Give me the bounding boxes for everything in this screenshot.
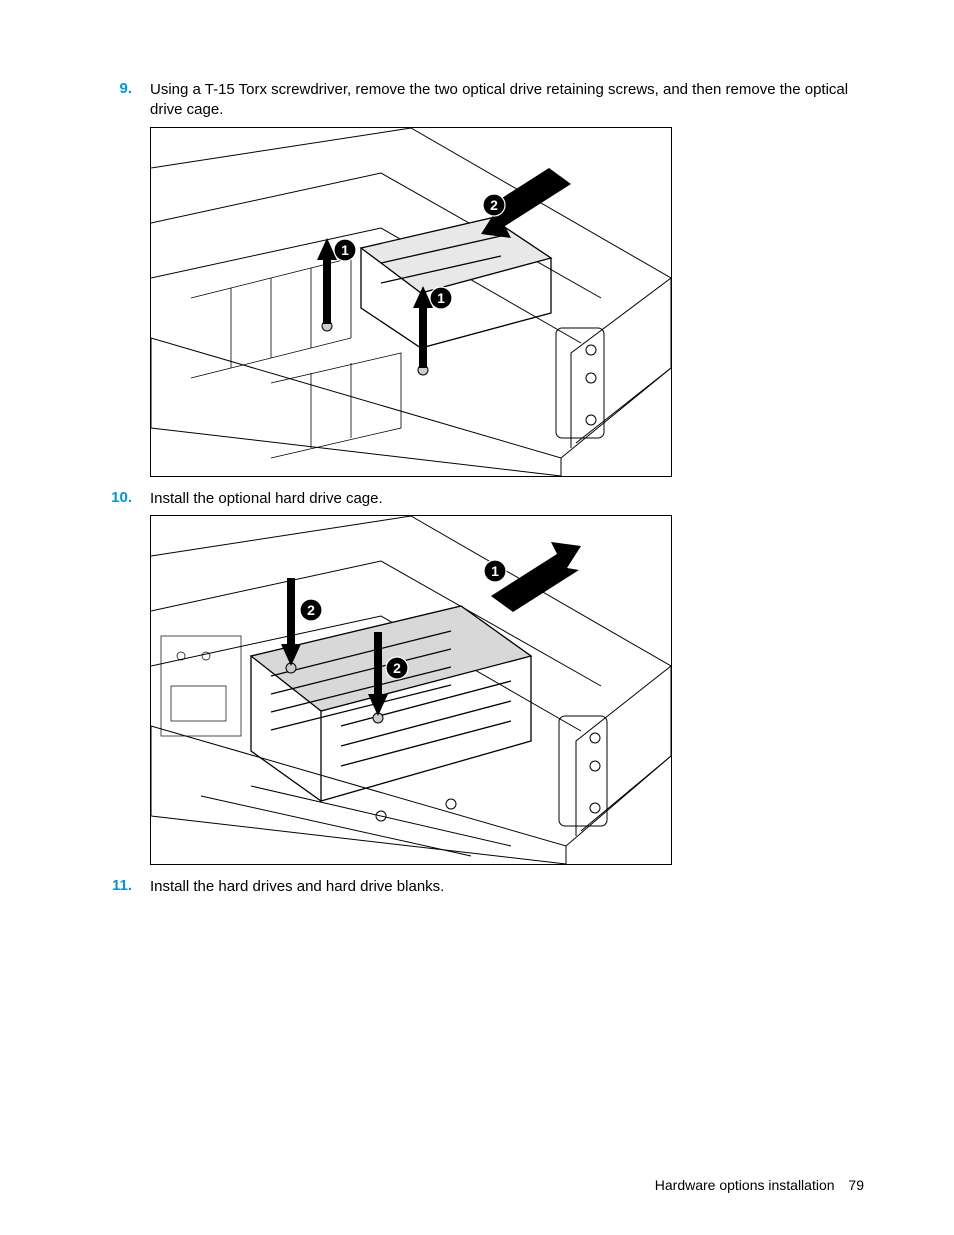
callout-1a: 1 [341, 242, 349, 258]
footer-page-number: 79 [848, 1177, 864, 1193]
callout-1: 1 [491, 563, 499, 579]
step-text: Install the optional hard drive cage. [150, 489, 864, 509]
step-10: 10. Install the optional hard drive cage… [90, 489, 864, 509]
step-number: 11. [90, 877, 150, 894]
footer-section: Hardware options installation [655, 1177, 835, 1193]
figure-remove-optical-cage: 2 1 1 [150, 127, 672, 477]
step-list: 9. Using a T-15 Torx screwdriver, remove… [90, 80, 864, 897]
step-text: Install the hard drives and hard drive b… [150, 877, 864, 897]
step-number: 10. [90, 489, 150, 506]
diagram-svg: 2 1 1 [151, 128, 671, 476]
page-footer: Hardware options installation 79 [655, 1177, 864, 1193]
step-text: Using a T-15 Torx screwdriver, remove th… [150, 80, 864, 121]
callout-2a: 2 [307, 602, 315, 618]
step-11: 11. Install the hard drives and hard dri… [90, 877, 864, 897]
figure-install-hdd-cage: 1 2 2 [150, 515, 672, 865]
callout-2b: 2 [393, 660, 401, 676]
diagram-svg: 1 2 2 [151, 516, 671, 864]
page: 9. Using a T-15 Torx screwdriver, remove… [0, 0, 954, 1235]
step-9: 9. Using a T-15 Torx screwdriver, remove… [90, 80, 864, 121]
callout-1b: 1 [437, 290, 445, 306]
callout-2: 2 [490, 197, 498, 213]
step-number: 9. [90, 80, 150, 97]
